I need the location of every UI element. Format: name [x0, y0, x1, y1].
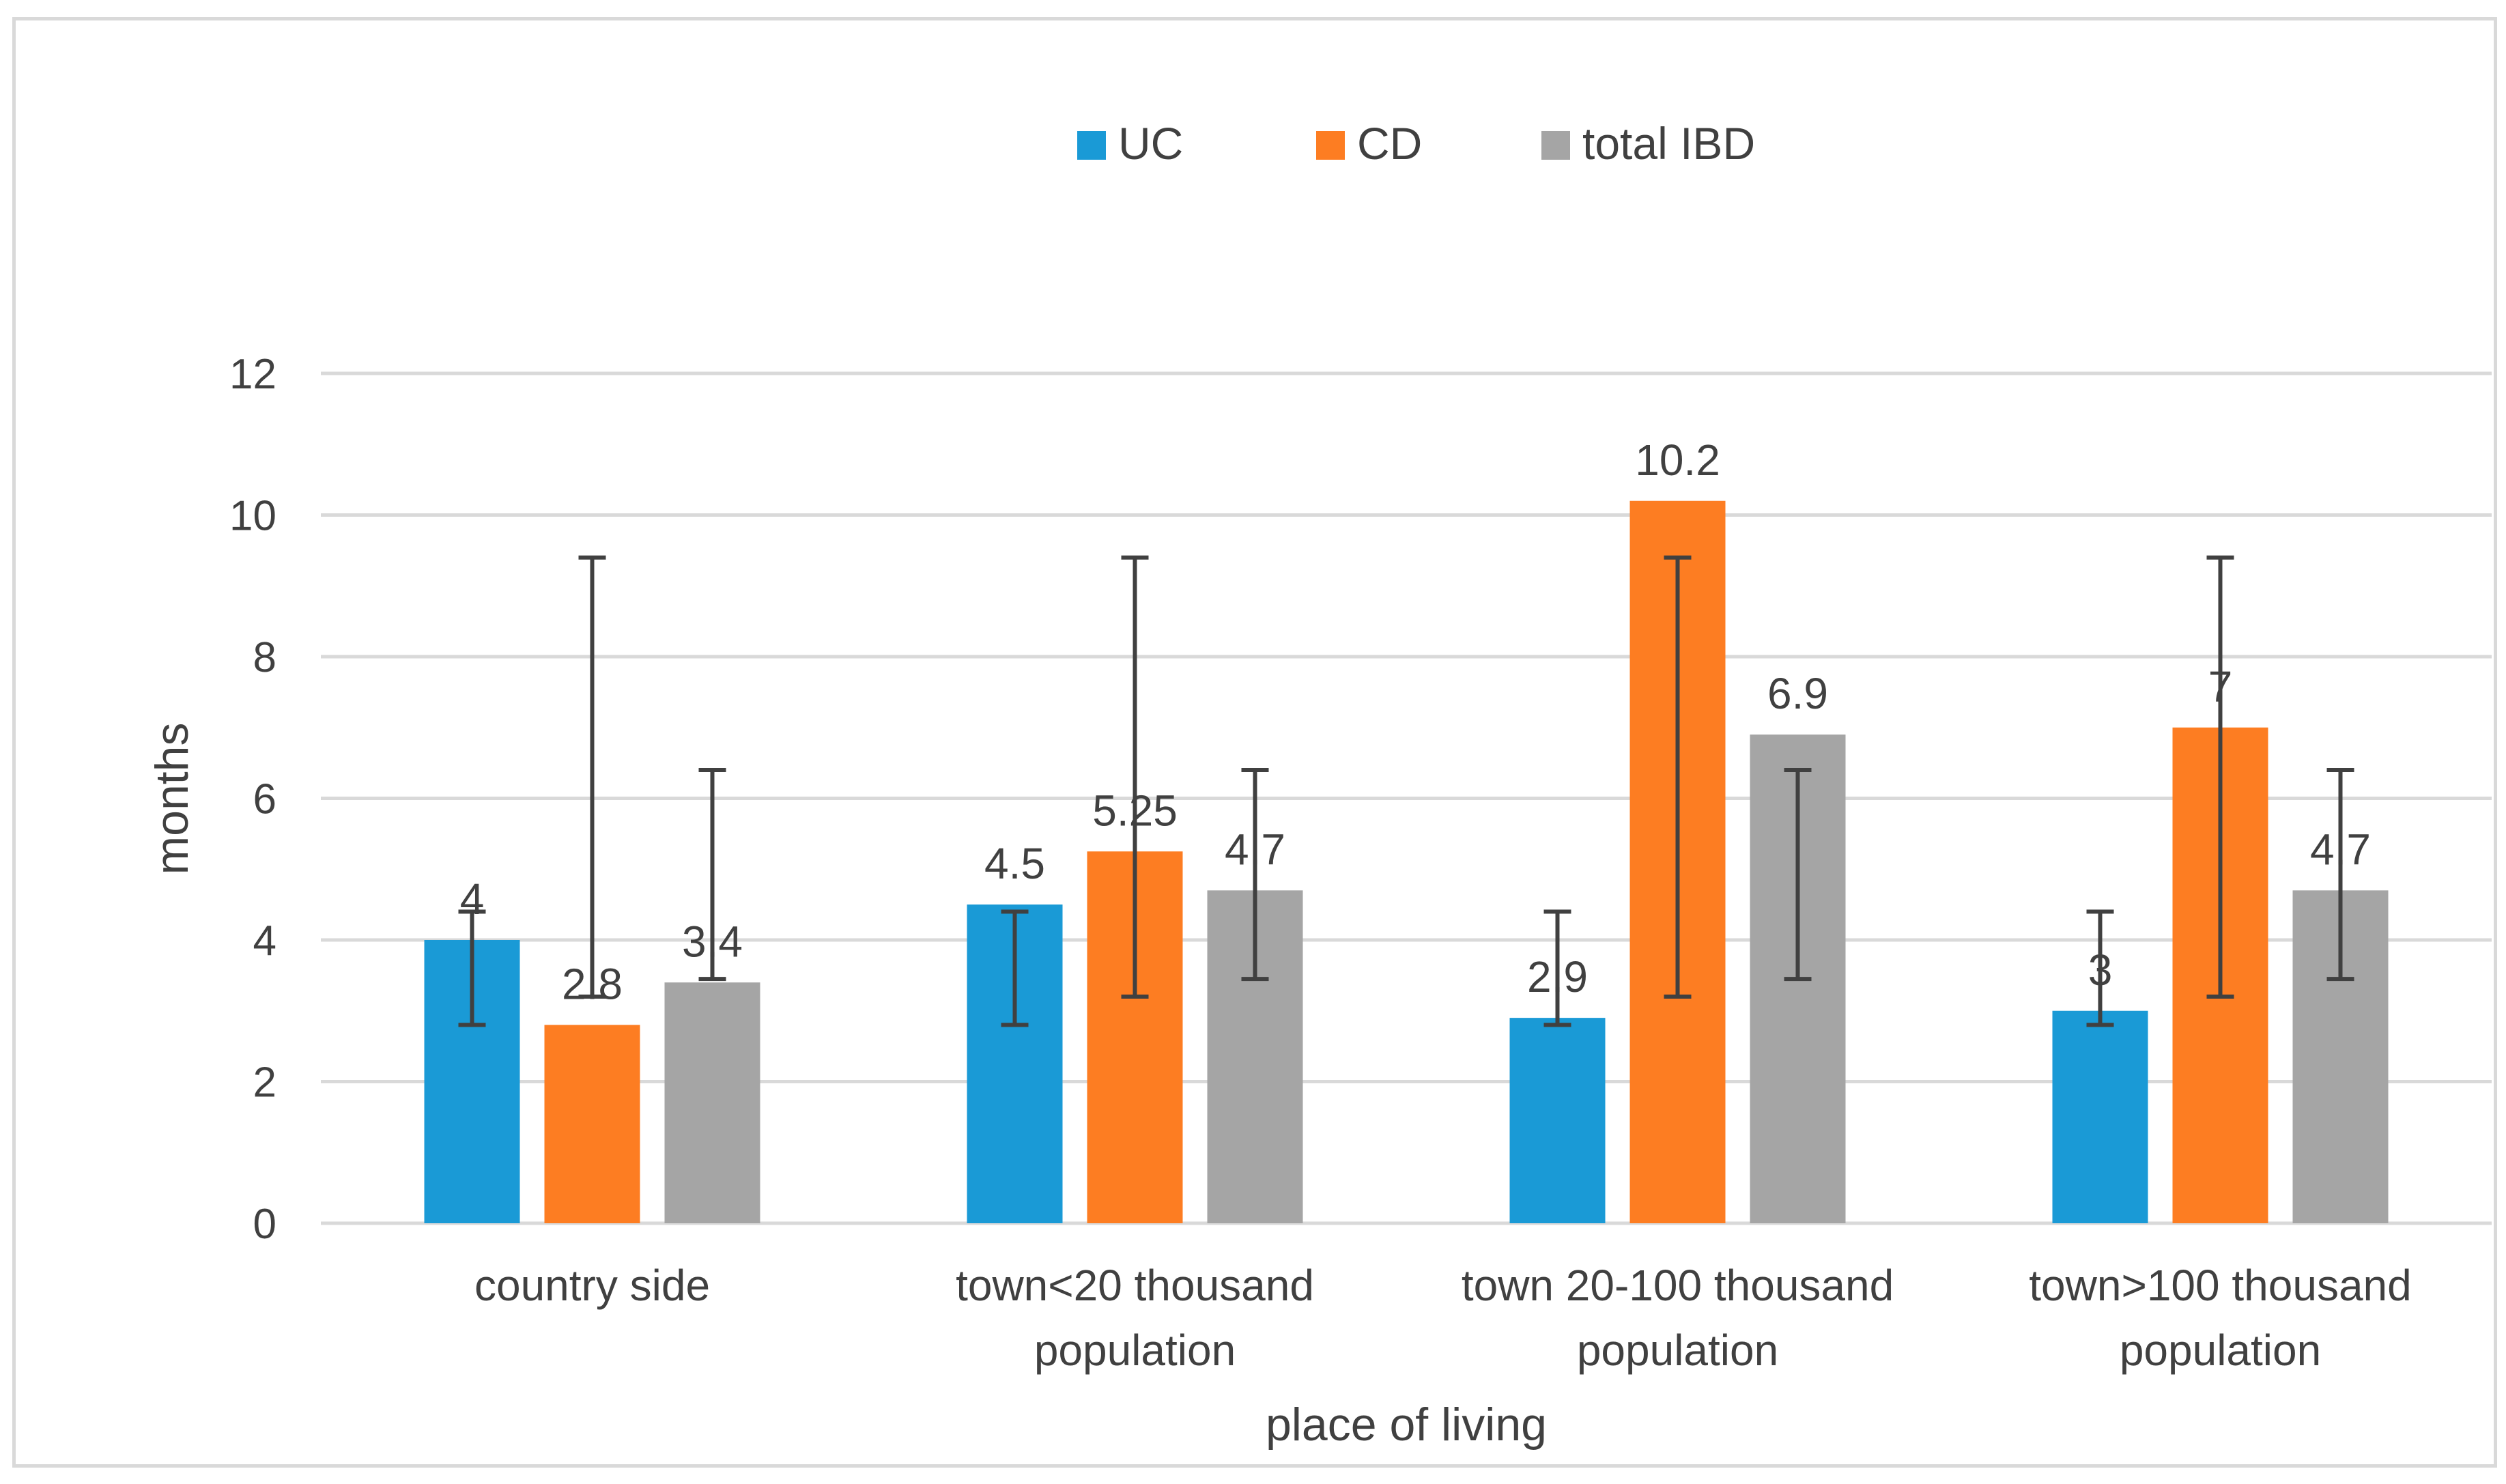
y-tick-label: 2 [253, 1059, 276, 1107]
y-tick-label: 0 [253, 1201, 276, 1248]
legend-label: total IBD [1582, 118, 1755, 169]
legend-label: UC [1118, 118, 1183, 169]
data-label: 4.5 [984, 839, 1045, 888]
bar [1509, 1018, 1606, 1223]
y-tick-label: 12 [229, 351, 276, 398]
x-tick-label: town>100 thousand [2029, 1261, 2411, 1310]
chart-frame [12, 17, 2497, 1468]
legend-swatch [1541, 131, 1570, 160]
x-tick-label: population [1577, 1326, 1778, 1375]
legend-label: CD [1357, 118, 1422, 169]
x-tick-label: population [1034, 1326, 1236, 1375]
data-label: 6.9 [1767, 669, 1828, 718]
legend-swatch [1316, 131, 1345, 160]
y-tick-label: 10 [229, 493, 276, 540]
x-tick-label: population [2120, 1326, 2321, 1375]
y-tick-label: 6 [253, 776, 276, 823]
x-tick-label: town<20 thousand [956, 1261, 1314, 1310]
x-axis-title: place of living [1266, 1399, 1547, 1451]
y-tick-label: 4 [253, 917, 276, 965]
y-axis-title: months [146, 723, 198, 875]
x-tick-label: town 20-100 thousand [1462, 1261, 1894, 1310]
bar [664, 982, 760, 1223]
bar [2052, 1010, 2148, 1223]
y-tick-label: 8 [253, 634, 276, 681]
x-tick-label: country side [474, 1261, 710, 1310]
bar [544, 1025, 640, 1223]
legend-swatch [1077, 131, 1106, 160]
data-label: 10.2 [1635, 436, 1720, 485]
